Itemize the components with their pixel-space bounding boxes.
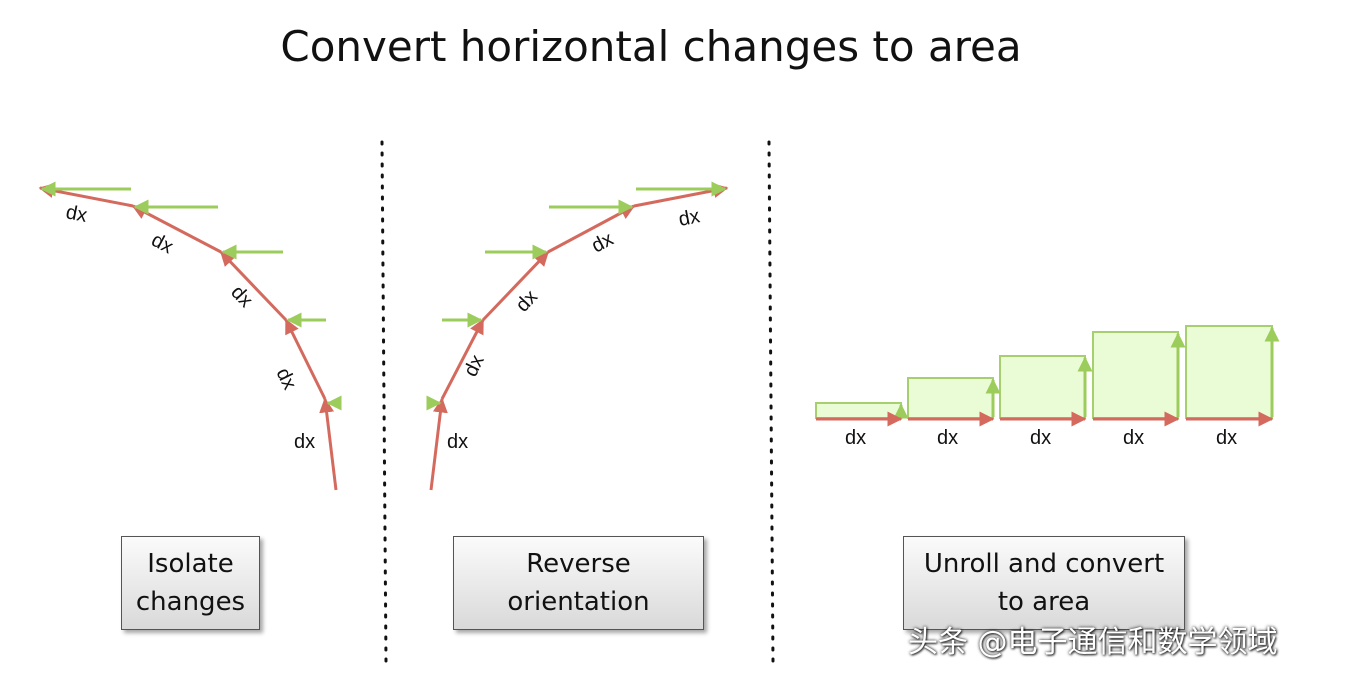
dx-label: dx [1030,427,1051,449]
caption-reverse-orientation: Reverse orientation [453,536,704,630]
caption-text: Isolate changes [135,549,246,617]
path-segments [38,183,338,491]
dx-labels: dx dx dx dx dx [64,201,315,453]
path-segment [284,318,327,400]
path-segment [440,318,485,400]
caption-unroll-convert: Unroll and convert to area [903,536,1185,630]
dx-label: dx [294,431,315,453]
path-segment [38,183,134,208]
dx-label: dx [677,205,702,231]
dx-label: dx [64,201,89,227]
area-rect [999,355,1086,419]
dx-label: dx [272,365,301,394]
panel-reverse-diagram: dx dx dx dx dx [426,181,729,491]
horizontal-changes [40,181,342,411]
dx-labels: dx dx dx dx dx [845,427,1237,449]
area-bars [815,325,1273,419]
watermark: 头条 @电子通信和数学领域 [908,625,1278,660]
panel-isolate-diagram: dx dx dx dx dx [38,181,342,491]
path-segment [481,250,550,322]
area-rect [907,377,994,419]
dx-label: dx [588,228,617,257]
dx-label: dx [512,286,542,316]
path-segments [429,183,729,491]
path-segment [633,183,729,208]
caption-isolate-changes: Isolate changes [121,536,260,630]
area-rect [1092,331,1179,419]
dx-label: dx [1123,427,1144,449]
panel-unroll-diagram: dx dx dx dx dx [815,325,1280,449]
path-segment [219,250,288,322]
area-rect [1185,325,1273,419]
vertical-change-arrows [893,326,1280,419]
dx-label: dx [937,427,958,449]
path-segment [319,397,338,491]
page-title: Convert horizontal changes to area [280,22,1022,71]
caption-text: Unroll and convert to area [923,549,1165,617]
horizontal-changes [426,181,727,411]
dx-label: dx [1216,427,1237,449]
area-rect [815,402,902,419]
path-segment [429,397,448,491]
dx-label: dx [148,229,177,258]
dx-label: dx [447,431,468,453]
dx-label: dx [845,427,866,449]
path-segment [131,204,222,254]
dx-labels: dx dx dx dx dx [447,205,702,453]
separator-left [380,140,388,664]
caption-text: Reverse orientation [507,549,650,617]
separator-right [767,140,775,664]
